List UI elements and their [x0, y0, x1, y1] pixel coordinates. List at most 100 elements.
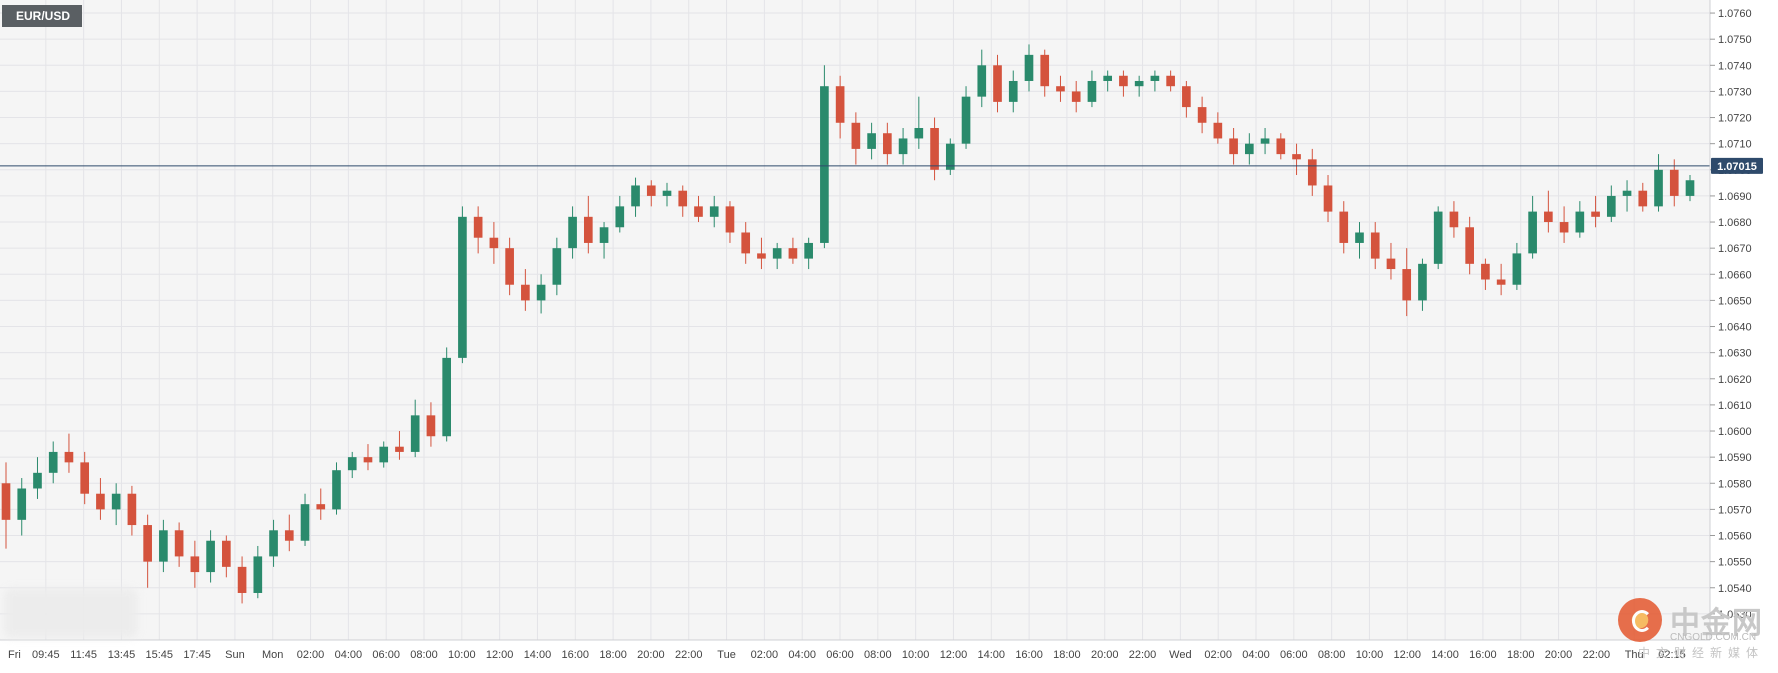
candle: [552, 237, 562, 296]
candle-body-up: [269, 530, 278, 557]
candle: [300, 493, 310, 546]
candle: [867, 122, 876, 160]
candle: [127, 485, 137, 536]
candle: [505, 237, 514, 296]
candle-body-down: [1166, 75, 1175, 87]
candle-body-down: [694, 206, 703, 217]
candle: [788, 237, 798, 264]
candle: [1260, 128, 1270, 155]
candle-body-up: [410, 415, 420, 452]
candle: [473, 206, 483, 254]
candle: [898, 128, 908, 165]
candle-body-up: [1260, 138, 1270, 144]
candle-body-up: [379, 446, 389, 463]
x-tick-label: 02:00: [1204, 649, 1232, 661]
candle: [1213, 112, 1223, 144]
candle: [1544, 190, 1553, 233]
candle-body-down: [1496, 279, 1506, 285]
candle-body-down: [1213, 122, 1223, 139]
x-tick-label: 20:00: [1091, 649, 1119, 661]
candle-body-up: [867, 133, 876, 149]
candle: [222, 535, 231, 578]
candle: [347, 451, 357, 479]
y-tick-label: 1.0680: [1718, 217, 1752, 229]
candle-body-up: [772, 248, 782, 259]
candle-body-up: [1008, 80, 1018, 102]
candle: [725, 201, 735, 243]
x-tick-label: 10:00: [448, 649, 476, 661]
candle-body-down: [1040, 54, 1050, 87]
candle: [1638, 182, 1648, 212]
candle-body-down: [1071, 91, 1081, 102]
candle-body-down: [222, 540, 231, 567]
candle-body-down: [1197, 107, 1207, 123]
candle-body-down: [64, 451, 74, 463]
candle-body-down: [473, 216, 483, 238]
candle-body-down: [1559, 222, 1569, 233]
watermark: 中金网 CNGOLD.COM.CN 中文财经新媒体: [1618, 598, 1778, 660]
candle-body-up: [1575, 211, 1585, 233]
candle: [1418, 258, 1427, 311]
candle: [631, 177, 640, 217]
candle: [1402, 248, 1412, 317]
candle-body-up: [977, 65, 987, 97]
candle: [1512, 242, 1522, 290]
y-tick-label: 1.0620: [1718, 374, 1752, 386]
candle-body-up: [1103, 75, 1113, 81]
candle-body-up: [1512, 253, 1522, 285]
candle-body-down: [1307, 159, 1317, 186]
candle: [1119, 70, 1128, 97]
x-tick-label: Mon: [262, 649, 283, 661]
candle: [1150, 70, 1160, 92]
candle: [1292, 143, 1301, 176]
candle: [1008, 70, 1018, 113]
candle: [1355, 222, 1364, 259]
x-tick-label: 14:00: [524, 649, 552, 661]
candle: [1244, 133, 1254, 165]
candle: [678, 185, 688, 217]
x-tick-label: 08:00: [1318, 649, 1346, 661]
candle-body-up: [898, 138, 908, 155]
candle-body-up: [48, 451, 58, 473]
candle-body-down: [143, 525, 152, 562]
y-tick-label: 1.0650: [1718, 295, 1752, 307]
candle-body-down: [237, 566, 247, 593]
candle-body-down: [835, 86, 845, 123]
x-tick-label: 22:00: [1583, 649, 1611, 661]
candle-body-up: [1024, 54, 1034, 81]
candle: [1654, 154, 1663, 212]
candle-body-up: [599, 227, 609, 243]
candle-body-down: [725, 206, 735, 233]
x-tick-label: 10:00: [902, 649, 930, 661]
x-tick-label: 02:00: [297, 649, 325, 661]
x-tick-label: 14:00: [978, 649, 1006, 661]
x-tick-label: 16:00: [1015, 649, 1043, 661]
watermark-tagline: 中文财经新媒体: [1638, 646, 1765, 660]
candle-body-up: [332, 470, 341, 510]
x-tick-label: 08:00: [410, 649, 438, 661]
candle-body-down: [757, 253, 766, 259]
candle-body-up: [1606, 195, 1616, 217]
candle: [977, 49, 987, 108]
candle-body-up: [159, 530, 168, 562]
candle: [410, 399, 420, 458]
candle-body-down: [174, 530, 184, 557]
y-tick-label: 1.0550: [1718, 557, 1752, 569]
candle: [599, 222, 609, 259]
candle-body-down: [426, 415, 436, 437]
x-tick-label: 12:00: [486, 649, 514, 661]
x-tick-label: Wed: [1169, 649, 1191, 661]
candle-body-down: [489, 237, 499, 249]
candle: [835, 75, 845, 139]
candle: [1339, 201, 1349, 254]
candle-body-down: [363, 457, 373, 463]
y-tick-label: 1.0720: [1718, 113, 1752, 125]
candle: [1182, 80, 1191, 118]
candle: [1465, 216, 1474, 275]
candle-body-down: [583, 216, 593, 243]
candle-body-up: [442, 357, 452, 437]
candle-body-up: [536, 284, 546, 301]
candle: [1276, 133, 1286, 160]
